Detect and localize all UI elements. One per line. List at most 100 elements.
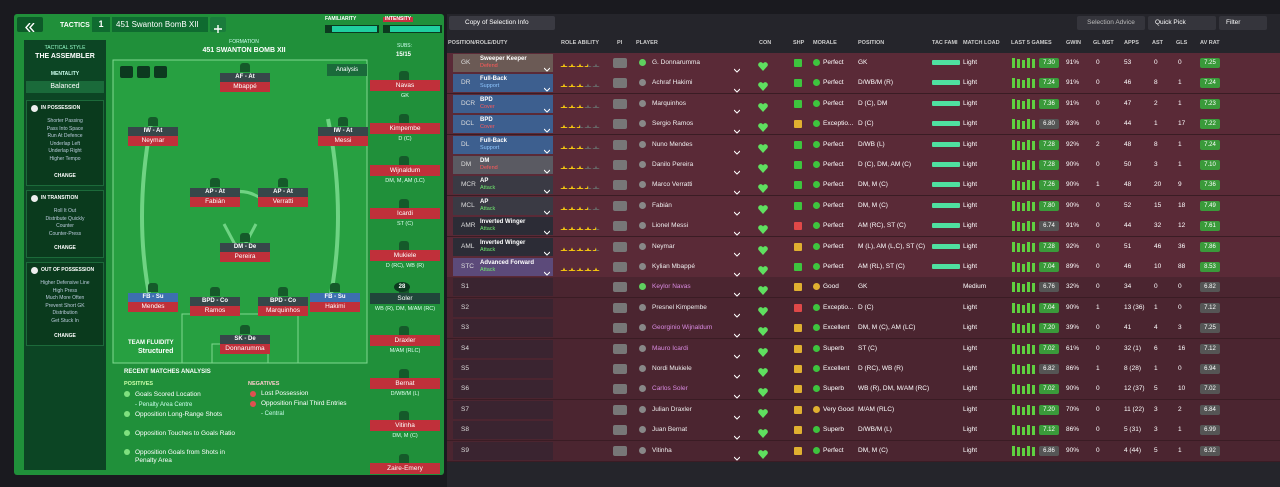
player-role[interactable]: IW - At	[318, 127, 368, 136]
player-role[interactable]: DM - De	[220, 243, 270, 252]
player-name[interactable]: Fabián	[652, 201, 672, 209]
sub-name[interactable]: Bernat	[370, 377, 440, 389]
player-name[interactable]: Pereira	[220, 252, 270, 262]
player-name[interactable]: Vitinha	[652, 446, 672, 454]
player-role[interactable]: AF - At	[220, 73, 270, 82]
column-header[interactable]: MORALE	[813, 40, 837, 46]
player-name[interactable]: Julian Draxler	[652, 405, 692, 413]
player-name[interactable]: Marco Verratti	[652, 181, 693, 189]
column-header[interactable]: GLS	[1176, 40, 1188, 46]
column-header[interactable]: AV RAT	[1200, 40, 1220, 46]
player-name[interactable]: Verratti	[258, 197, 308, 207]
column-header[interactable]: PI	[617, 40, 623, 46]
player-name[interactable]: Nuno Mendes	[652, 140, 693, 148]
sub-name[interactable]: Vitinha	[370, 420, 440, 431]
table-row[interactable]: S1 Keylor Navas Good GK Medium 6.76 32% 0 34 0 0 6.…	[447, 277, 1280, 299]
quick-pick[interactable]: Quick Pick	[1148, 16, 1216, 30]
player-role[interactable]: SK - De	[220, 335, 270, 344]
table-row[interactable]: S4 Mauro Icardi Superb ST (C) Light 7.02 61% 0 3…	[447, 338, 1280, 360]
table-row[interactable]: S9 Vitinha Perfect DM, M (C) Light 6.86 90% 0 4 …	[447, 440, 1280, 462]
player-name[interactable]: Neymar	[652, 242, 675, 250]
player-name[interactable]: Carlos Soler	[652, 385, 688, 393]
player-name[interactable]: Keylor Navas	[652, 283, 691, 291]
table-row[interactable]: MCL AP Attack Fabián Perfect DM, M (C) Light 7.…	[447, 195, 1280, 217]
tactic-name[interactable]: 451 Swanton BomB XII	[112, 17, 208, 32]
change-button[interactable]: CHANGE	[54, 333, 76, 339]
style-name[interactable]: THE ASSEMBLER	[35, 53, 95, 60]
table-row[interactable]: S3 Georginio Wijnaldum Excellent DM, M (C),…	[447, 318, 1280, 340]
filter-button[interactable]: Filter	[1219, 16, 1267, 30]
player-name[interactable]: G. Donnarumma	[652, 59, 701, 66]
player-name[interactable]: Neymar	[128, 136, 178, 146]
change-button[interactable]: CHANGE	[54, 245, 76, 251]
player-name[interactable]: Danilo Pereira	[652, 161, 694, 168]
player-name[interactable]: Mbappé	[220, 82, 270, 92]
player-name[interactable]: Marquinhos	[652, 99, 686, 107]
table-row[interactable]: DCR BPD Cover Marquinhos Perfect D (C), DM Lig…	[447, 93, 1280, 115]
player-name[interactable]: Achraf Hakimi	[652, 79, 693, 87]
table-row[interactable]: S2 Presnel Kimpembe Exceptio... D (C) Light 7…	[447, 297, 1280, 319]
sub-name[interactable]: Zaire-Emery	[370, 462, 440, 474]
player-name[interactable]: Fabián	[190, 197, 240, 207]
player-name[interactable]: Juan Bernat	[652, 426, 688, 434]
table-row[interactable]: S8 Juan Bernat Superb D/WB/M (L) Light 7.12 86…	[447, 420, 1280, 442]
sub-name[interactable]: Soler	[370, 292, 440, 304]
table-row[interactable]: S5 Nordi Mukiele Excellent D (RC), WB (R) Li…	[447, 359, 1280, 380]
column-header[interactable]: GL MST	[1093, 40, 1114, 46]
player-role[interactable]: BPD - Co	[190, 297, 240, 306]
table-row[interactable]: STC Advanced Forward Attack Kylian Mbappé Pe…	[447, 257, 1280, 278]
table-row[interactable]: DR Full-Back Support Achraf Hakimi Perfect D/…	[447, 73, 1280, 95]
column-header[interactable]: ROLE ABILITY	[561, 40, 599, 46]
table-row[interactable]: DM DM Defend Danilo Pereira Perfect D (C), DM…	[447, 155, 1280, 176]
player-role[interactable]: AP - At	[258, 188, 308, 197]
player-name[interactable]: Georginio Wijnaldum	[652, 324, 713, 332]
player-name[interactable]: Donnarumma	[220, 344, 270, 354]
view-toggle[interactable]	[120, 66, 133, 78]
player-name[interactable]: Messi	[318, 136, 368, 146]
table-row[interactable]: S6 Carlos Soler Superb WB (R), DM, M/AM (RC…	[447, 379, 1280, 401]
column-header[interactable]: MATCH LOAD	[963, 40, 1000, 46]
table-row[interactable]: MCR AP Attack Marco Verratti Perfect DM, M (C…	[447, 175, 1280, 197]
table-row[interactable]: DL Full-Back Support Nuno Mendes Perfect D/WB…	[447, 134, 1280, 156]
player-name[interactable]: Lionel Messi	[652, 222, 689, 230]
view-toggle[interactable]	[137, 66, 150, 78]
sub-name[interactable]: Mukiele	[370, 250, 440, 261]
table-row[interactable]: AMR Inverted Winger Attack Lionel Messi Perf…	[447, 216, 1280, 238]
sub-name[interactable]: Navas	[370, 80, 440, 91]
column-header[interactable]: LAST 5 GAMES	[1011, 40, 1052, 46]
table-row[interactable]: AML Inverted Winger Attack Neymar Perfect M (…	[447, 236, 1280, 258]
player-name[interactable]: Hakimi	[310, 302, 360, 312]
table-row[interactable]: GK Sweeper Keeper Defend G. Donnarumma Perfe…	[447, 53, 1280, 74]
change-button[interactable]: CHANGE	[54, 173, 76, 179]
add-tactic[interactable]	[210, 17, 226, 32]
column-header[interactable]: POSITION/ROLE/DUTY	[448, 40, 508, 46]
player-role[interactable]: FB - Su	[310, 293, 360, 302]
player-role[interactable]: AP - At	[190, 188, 240, 197]
column-header[interactable]: GWIN	[1066, 40, 1081, 46]
column-header[interactable]: CON	[759, 40, 772, 46]
player-role[interactable]: IW - At	[128, 127, 178, 136]
player-name[interactable]: Sergio Ramos	[652, 120, 694, 128]
sub-name[interactable]: Wijnaldum	[370, 165, 440, 176]
view-toggle[interactable]	[154, 66, 167, 78]
column-header[interactable]: AST	[1152, 40, 1163, 46]
table-row[interactable]: DCL BPD Cover Sergio Ramos Exceptio... D (C) L…	[447, 114, 1280, 136]
player-role[interactable]: BPD - Co	[258, 297, 308, 306]
player-name[interactable]: Ramos	[190, 306, 240, 316]
back-button[interactable]	[17, 17, 43, 32]
sub-name[interactable]: Kimpembe	[370, 122, 440, 134]
column-header[interactable]: APPS	[1124, 40, 1139, 46]
column-header[interactable]: SHP	[793, 40, 805, 46]
column-header[interactable]: PLAYER	[636, 40, 658, 46]
view-select[interactable]: Copy of Selection Info	[449, 16, 555, 30]
player-name[interactable]: Nordi Mukiele	[652, 365, 692, 372]
player-role[interactable]: FB - Su	[128, 293, 178, 302]
sub-name[interactable]: Icardi	[370, 207, 440, 219]
advice-button[interactable]: Selection Advice	[1077, 16, 1145, 30]
player-name[interactable]: Marquinhos	[258, 306, 308, 316]
column-header[interactable]: TAC FAMI	[932, 40, 958, 46]
table-row[interactable]: S7 Julian Draxler Very Good M/AM (RLC) Light…	[447, 399, 1280, 421]
player-name[interactable]: Kylian Mbappé	[652, 263, 695, 270]
tab-label[interactable]: TACTICS	[60, 22, 90, 29]
mentality-select[interactable]: Balanced	[26, 81, 104, 93]
